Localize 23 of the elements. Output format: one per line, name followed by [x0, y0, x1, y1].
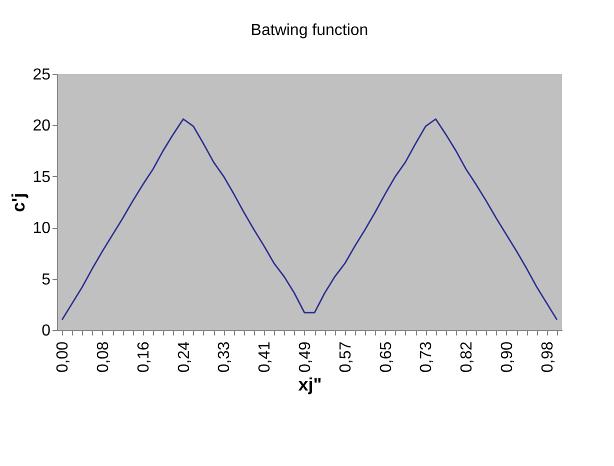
y-tick-label: 15 [32, 168, 51, 186]
line-series [61, 118, 558, 321]
y-tick-label: 25 [32, 66, 51, 84]
x-tick-label: 0,41 [256, 341, 274, 373]
x-tick-label: 0,08 [94, 341, 112, 373]
chart-title: Batwing function [250, 22, 368, 39]
x-tick-label: 0,82 [458, 341, 476, 373]
x-tick-label: 0,33 [216, 341, 234, 373]
x-tick-label: 0,73 [418, 341, 436, 373]
x-tick-label: 0,00 [54, 341, 72, 373]
y-axis-title: c'j [8, 192, 29, 212]
x-tick-label: 0,65 [378, 341, 395, 373]
x-tick-label: 0,90 [498, 341, 516, 373]
x-axis-title: xj" [298, 374, 322, 395]
x-tick-label: 0,57 [337, 341, 354, 373]
x-tick-label: 0,24 [176, 341, 193, 373]
y-tick-label: 10 [32, 220, 51, 238]
y-tick-label: 0 [42, 322, 51, 340]
y-tick-label: 5 [42, 271, 51, 288]
x-tick-label: 0,98 [539, 341, 556, 373]
y-tick-label: 20 [32, 118, 51, 135]
x-tick-label: 0,16 [135, 341, 152, 373]
x-tick-label: 0,49 [296, 341, 314, 373]
